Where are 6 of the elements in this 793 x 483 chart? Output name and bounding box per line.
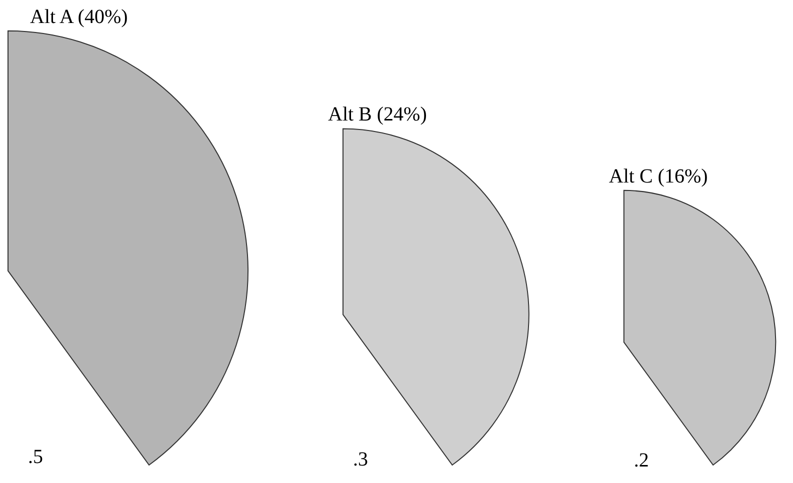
category-label: Alt C (16%): [608, 165, 708, 188]
data-label: .2: [634, 450, 649, 472]
category-label: Alt B (24%): [328, 104, 427, 126]
data-label: .5: [28, 446, 43, 468]
data-label: .3: [353, 448, 368, 470]
category-label: Alt A (40%): [30, 6, 128, 28]
